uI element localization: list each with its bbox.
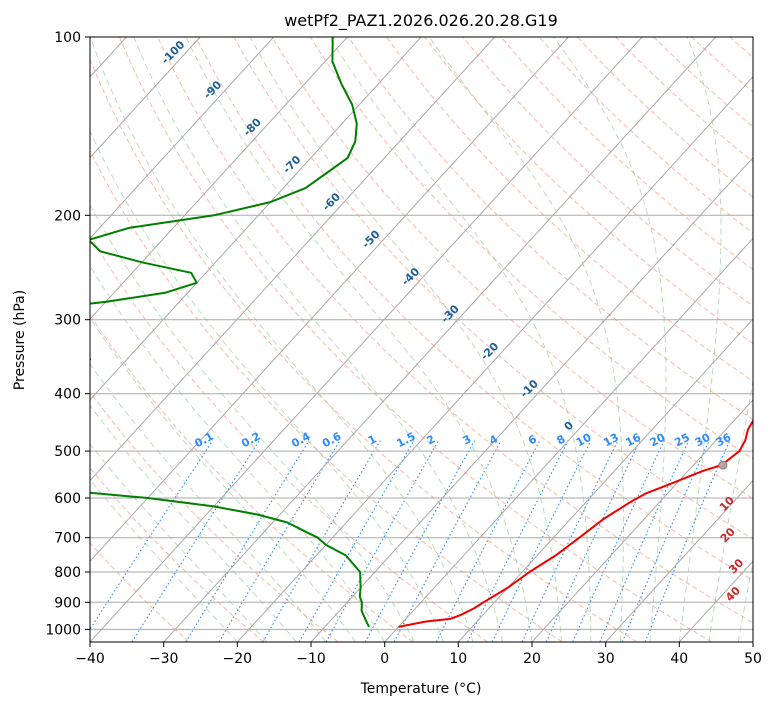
y-axis-ticks: 100 200 300 400 500 600 700 800 900 1000 [45,30,90,638]
x-tick-label: −20 [223,651,253,667]
chart-title: wetPf2_PAZ1.2026.026.20.28.G19 [284,11,558,31]
y-tick-label: 200 [54,208,81,224]
y-tick-label: 800 [54,565,81,581]
y-tick-label: 1000 [45,622,81,638]
y-tick-label: 900 [54,595,81,611]
y-tick-label: 400 [54,387,81,403]
y-tick-label: 500 [54,444,81,460]
x-tick-label: 40 [670,651,688,667]
x-tick-label: 0 [380,651,389,667]
dry-adiabat [768,37,775,642]
x-axis-ticks: −40 −30 −20 −10 0 10 20 30 40 50 [75,642,762,667]
isotherm [753,37,775,642]
x-tick-label: −30 [149,651,179,667]
x-tick-label: −40 [75,651,105,667]
y-tick-label: 600 [54,491,81,507]
y-axis-label: Pressure (hPa) [12,290,28,390]
x-tick-label: −10 [296,651,326,667]
x-tick-label: 30 [597,651,615,667]
x-tick-label: 20 [523,651,541,667]
x-axis-label: Temperature (°C) [360,681,482,697]
plot-background [90,37,753,642]
y-tick-label: 100 [54,30,81,46]
x-tick-label: 50 [744,651,762,667]
moist-adiabat [768,37,775,642]
parcel-marker [719,461,727,469]
y-tick-label: 300 [54,313,81,329]
x-tick-label: 10 [449,651,467,667]
y-tick-label: 700 [54,531,81,547]
